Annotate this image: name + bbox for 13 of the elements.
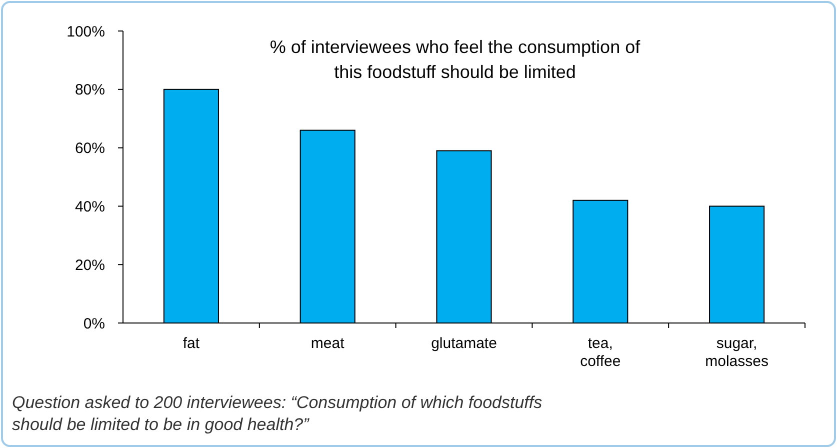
y-tick-label: 40% [74,198,105,216]
x-tick-label: fat [182,335,200,352]
x-tick-label: glutamate [431,335,497,352]
y-tick-label: 0% [83,315,105,332]
y-tick-label: 100% [66,23,105,40]
x-tick-label: tea, coffee [580,335,621,370]
x-tick-label: meat [310,335,346,352]
y-tick-label: 60% [74,140,105,158]
text: % of interviewees who feel the consumption of this foodstuff should be limited [270,37,642,82]
text: Question asked to 200 interviewees: “Consumption of which foodstuffs should be limited to be in good health?” [12,393,543,434]
y-tick-label: 80% [74,82,105,99]
x-tick-label: sugar, molasses [705,335,768,370]
y-tick-label: 20% [74,256,105,274]
